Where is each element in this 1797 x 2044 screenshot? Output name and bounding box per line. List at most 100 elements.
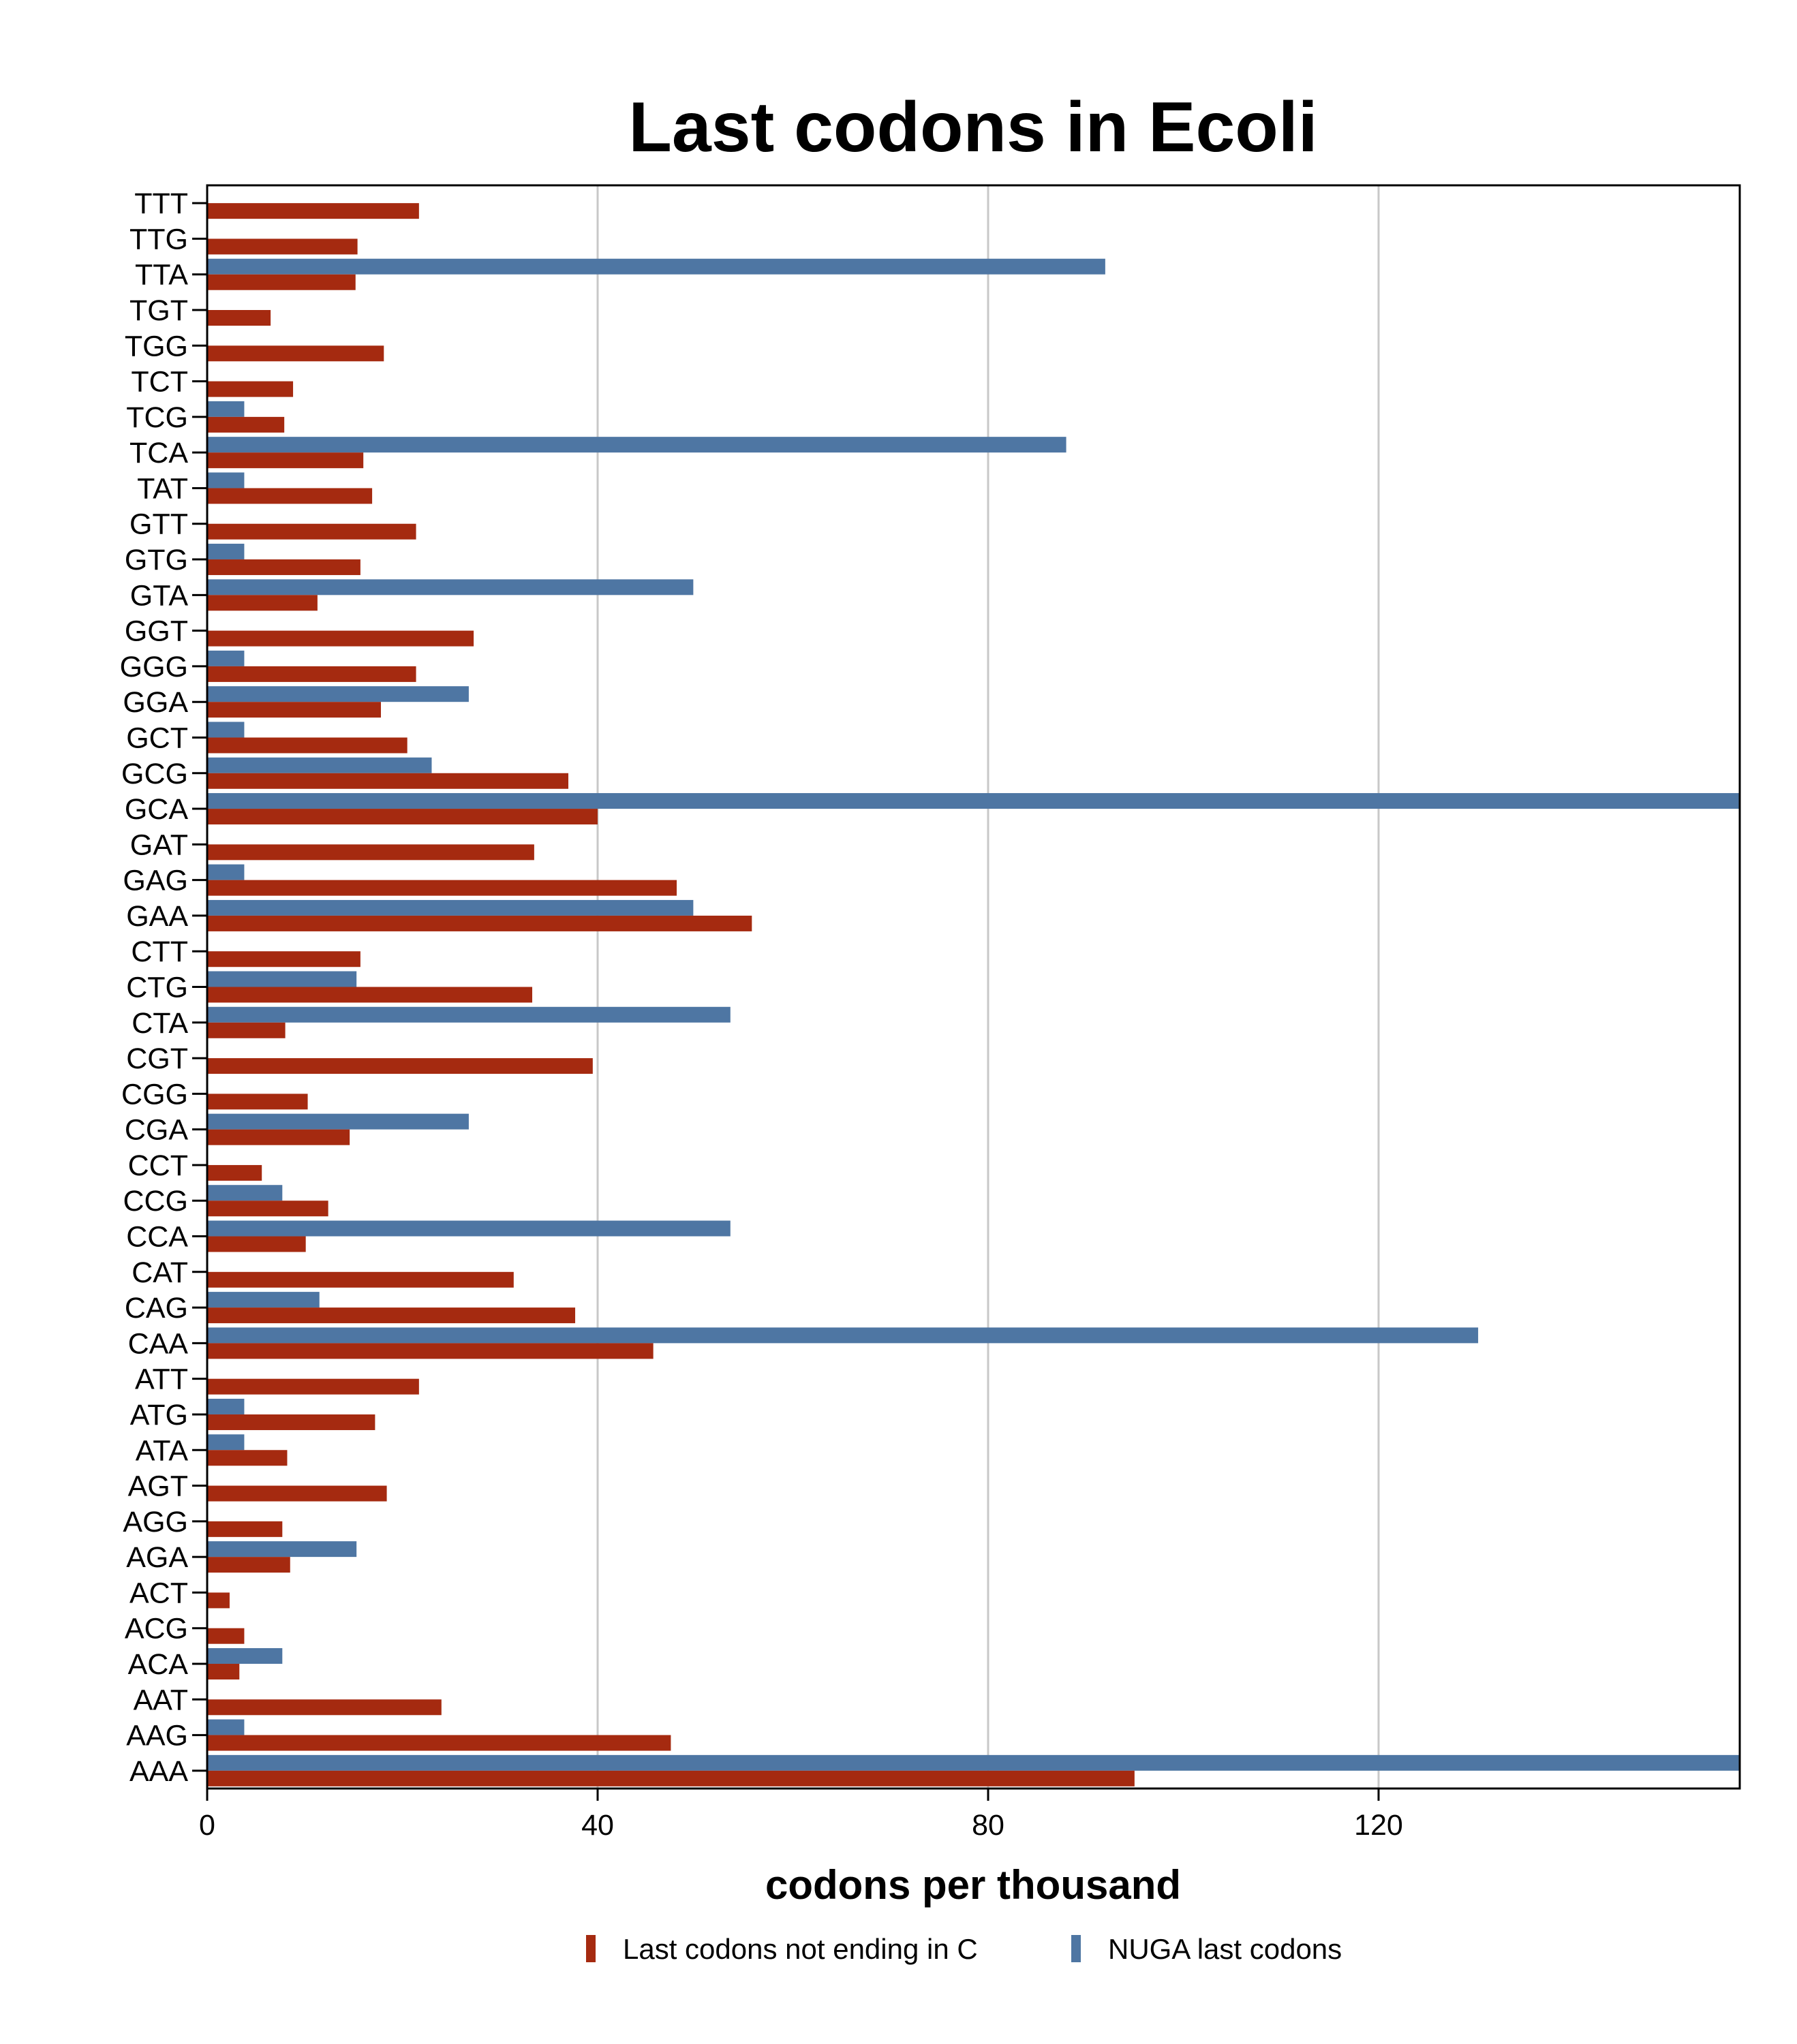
y-tick-label-ATT: ATT: [135, 1363, 188, 1396]
x-axis: 0 40 80 120: [199, 1788, 1403, 1842]
y-tick-label-TCT: TCT: [131, 366, 188, 399]
y-tick-label-CAT: CAT: [132, 1256, 188, 1289]
y-tick-label-AGA: AGA: [126, 1541, 188, 1574]
y-tick-label-GCT: GCT: [126, 722, 188, 754]
bar-not-c-ACA: [207, 1663, 240, 1679]
bar-not-c-GTA: [207, 595, 318, 611]
bar-not-c-TGG: [207, 345, 384, 362]
y-tick-label-TTG: TTG: [129, 223, 188, 256]
bar-not-c-CTT: [207, 951, 360, 967]
y-tick-label-AAT: AAT: [134, 1684, 188, 1716]
y-tick-label-AAA: AAA: [129, 1755, 188, 1788]
y-tick-label-TAT: TAT: [137, 472, 188, 505]
y-tick-label-CGT: CGT: [126, 1042, 188, 1075]
bar-nuga-GGA: [207, 686, 469, 702]
bar-not-c-AGT: [207, 1485, 387, 1502]
bar-nuga-CGA: [207, 1113, 469, 1130]
y-tick-label-TTT: TTT: [134, 187, 188, 220]
bar-nuga-GCT: [207, 722, 245, 738]
y-tick-label-AGT: AGT: [128, 1470, 188, 1503]
bar-not-c-TCG: [207, 416, 285, 433]
bar-not-c-TCT: [207, 381, 294, 397]
y-axis: TTTTTGTTATGTTGGTCTTCGTCATATGTTGTGGTAGGTG…: [120, 187, 207, 1788]
bar-not-c-TAT: [207, 488, 373, 504]
legend: Last codons not ending in C NUGA last cod…: [586, 1933, 1342, 1965]
chart-title: Last codons in Ecoli: [628, 88, 1317, 167]
bar-not-c-GAG: [207, 880, 677, 896]
bar-not-c-CTA: [207, 1022, 286, 1038]
bar-nuga-GCA: [207, 793, 1740, 809]
x-axis-label: codons per thousand: [765, 1862, 1181, 1908]
bar-not-c-TTT: [207, 203, 419, 219]
bar-not-c-ATT: [207, 1378, 419, 1395]
bar-not-c-ATG: [207, 1414, 375, 1430]
legend-swatch-nuga: [1071, 1935, 1081, 1962]
bar-not-c-TGT: [207, 310, 271, 326]
bar-not-c-TTG: [207, 238, 358, 255]
bar-nuga-TTA: [207, 258, 1105, 275]
bar-nuga-GTG: [207, 544, 245, 560]
bar-not-c-ACT: [207, 1592, 230, 1609]
y-tick-label-GAA: GAA: [126, 900, 188, 933]
y-tick-label-CGA: CGA: [125, 1114, 189, 1147]
bar-not-c-GCT: [207, 737, 408, 754]
y-tick-label-GGT: GGT: [125, 615, 188, 648]
bar-not-c-AAT: [207, 1699, 442, 1716]
bar-nuga-CCA: [207, 1220, 731, 1237]
bar-nuga-CTA: [207, 1006, 731, 1023]
bar-nuga-CAA: [207, 1327, 1479, 1344]
y-tick-label-GTA: GTA: [130, 579, 189, 612]
bar-nuga-ATG: [207, 1398, 245, 1414]
bar-nuga-AGA: [207, 1541, 357, 1558]
y-tick-label-CCG: CCG: [123, 1185, 188, 1218]
y-tick-label-CTA: CTA: [132, 1007, 188, 1040]
bar-not-c-ATA: [207, 1450, 288, 1466]
bar-nuga-GTA: [207, 579, 694, 595]
bar-not-c-AAG: [207, 1735, 671, 1751]
bar-nuga-TAT: [207, 472, 245, 489]
bar-not-c-CCG: [207, 1201, 328, 1217]
bar-not-c-CAG: [207, 1307, 576, 1324]
legend-swatch-not-c: [586, 1935, 596, 1962]
x-tick-label: 80: [972, 1809, 1004, 1842]
bar-not-c-GGA: [207, 702, 381, 718]
bar-nuga-TCA: [207, 437, 1066, 453]
bar-not-c-GCA: [207, 809, 598, 825]
y-tick-label-GGA: GGA: [123, 686, 188, 719]
y-tick-label-GCA: GCA: [125, 793, 189, 826]
bar-not-c-GAA: [207, 915, 752, 931]
bar-not-c-TTA: [207, 274, 356, 290]
bar-nuga-CTG: [207, 971, 357, 987]
x-tick-label: 0: [199, 1809, 215, 1842]
bar-not-c-AGA: [207, 1557, 290, 1573]
y-tick-label-AGG: AGG: [123, 1506, 188, 1538]
y-tick-label-ATG: ATG: [130, 1399, 188, 1431]
grid-lines: [596, 185, 1380, 1788]
bar-not-c-GCG: [207, 773, 569, 789]
bar-not-c-AAA: [207, 1770, 1135, 1786]
bar-nuga-GCG: [207, 757, 432, 773]
y-tick-label-CTT: CTT: [131, 935, 188, 968]
bar-not-c-CGA: [207, 1129, 350, 1145]
y-tick-label-CTG: CTG: [126, 972, 188, 1004]
bar-not-c-GGT: [207, 630, 474, 647]
bar-nuga-GAG: [207, 864, 245, 880]
bar-not-c-CCT: [207, 1164, 262, 1181]
y-tick-label-CCT: CCT: [128, 1149, 188, 1182]
y-tick-label-TGG: TGG: [125, 330, 188, 362]
y-tick-label-ACG: ACG: [125, 1613, 188, 1645]
y-tick-label-CAA: CAA: [128, 1327, 189, 1360]
bar-not-c-GTG: [207, 559, 360, 576]
x-tick-label: 40: [581, 1809, 614, 1842]
y-tick-label-GTT: GTT: [129, 508, 188, 541]
y-tick-label-TTA: TTA: [135, 259, 188, 292]
bar-not-c-CGT: [207, 1058, 593, 1074]
y-tick-label-GAG: GAG: [123, 865, 188, 897]
y-tick-label-GAT: GAT: [130, 829, 188, 861]
bar-not-c-AGG: [207, 1521, 283, 1537]
y-tick-label-CGG: CGG: [121, 1078, 188, 1111]
y-tick-label-GGG: GGG: [120, 651, 188, 683]
bar-nuga-CCG: [207, 1185, 283, 1201]
bar-nuga-TCG: [207, 401, 245, 417]
